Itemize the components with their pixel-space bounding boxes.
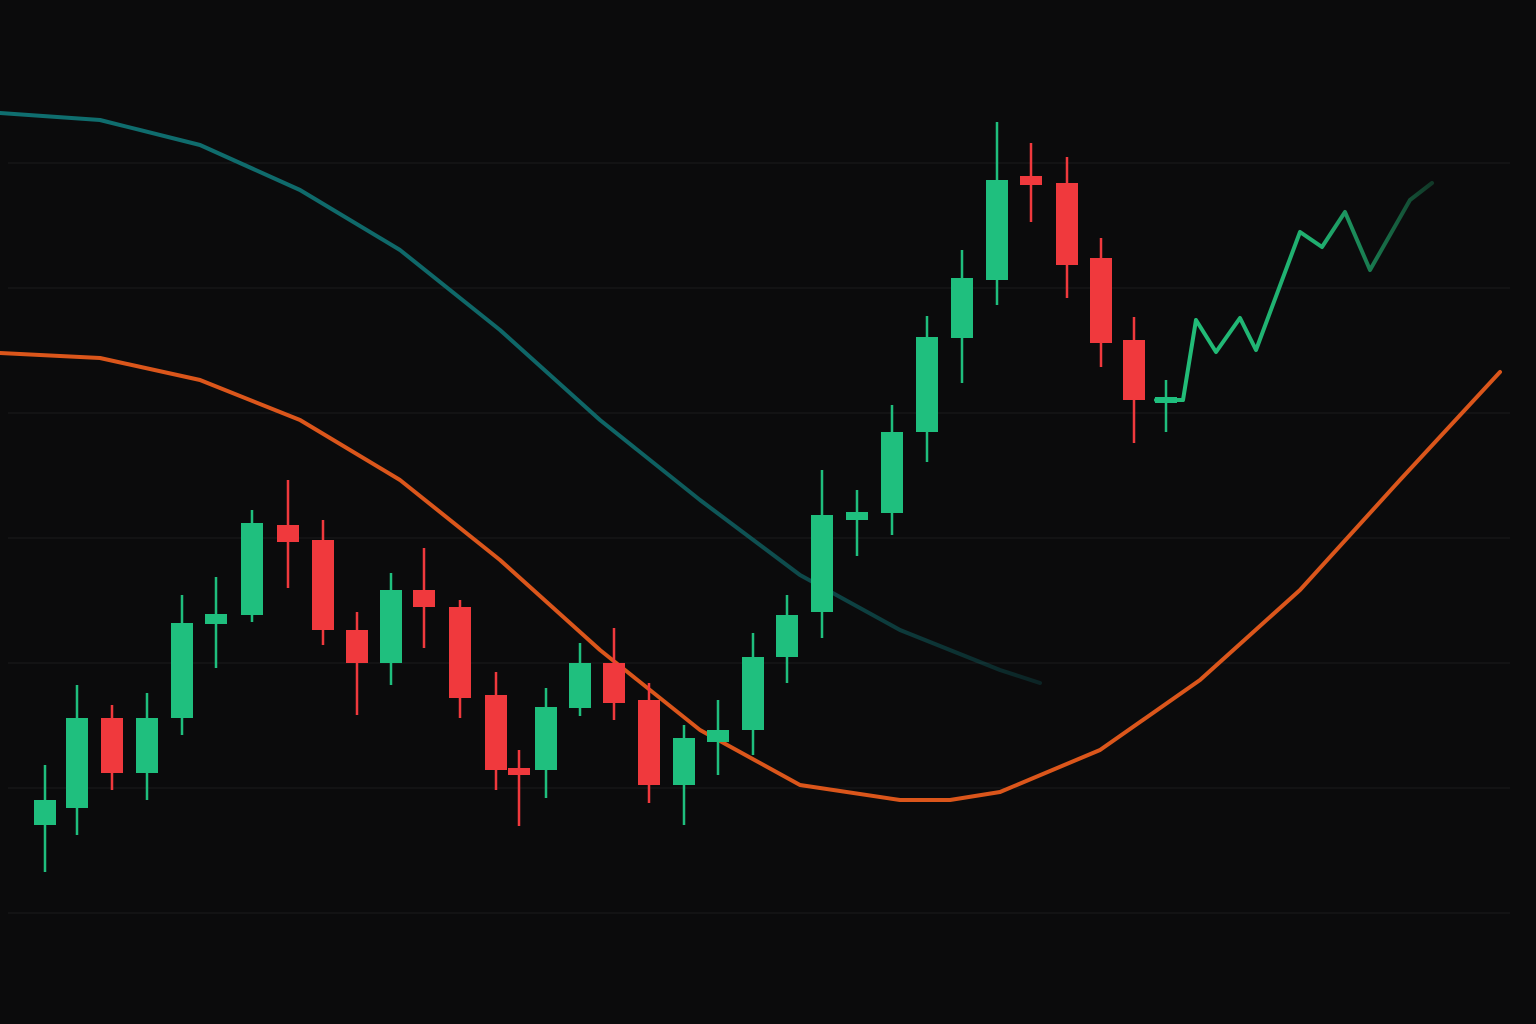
candle-body: [742, 657, 764, 730]
candle-body: [485, 695, 507, 770]
candle-body: [136, 718, 158, 773]
candle-body: [346, 630, 368, 663]
candle-body: [413, 590, 435, 607]
candle-body: [535, 707, 557, 770]
candle-body: [1056, 183, 1078, 265]
candle-body: [1090, 258, 1112, 343]
candle-body: [277, 525, 299, 542]
candle-body: [508, 768, 530, 775]
candle-body: [241, 523, 263, 615]
candle-body: [171, 623, 193, 718]
candle-body: [916, 337, 938, 432]
candle-body: [811, 515, 833, 612]
candle-body: [707, 730, 729, 742]
candle-body: [881, 432, 903, 513]
overlay-line: [0, 351, 1502, 802]
candle-body: [986, 180, 1008, 280]
candle-body: [846, 512, 868, 520]
candle-body: [34, 800, 56, 825]
overlay-line: [1154, 181, 1434, 402]
candle-body: [101, 718, 123, 773]
candle-body: [673, 738, 695, 785]
candle-body: [66, 718, 88, 808]
candle-body: [569, 663, 591, 708]
candle-body: [449, 607, 471, 698]
candle-body: [205, 614, 227, 624]
candle-body: [1020, 176, 1042, 185]
overlay-line: [0, 111, 1042, 685]
candle-body: [951, 278, 973, 338]
candle-body: [380, 590, 402, 663]
candle-body: [638, 700, 660, 785]
candle-body: [312, 540, 334, 630]
candle-body: [603, 663, 625, 703]
candle-body: [776, 615, 798, 657]
candle-body: [1123, 340, 1145, 400]
candle-body: [1155, 397, 1177, 403]
